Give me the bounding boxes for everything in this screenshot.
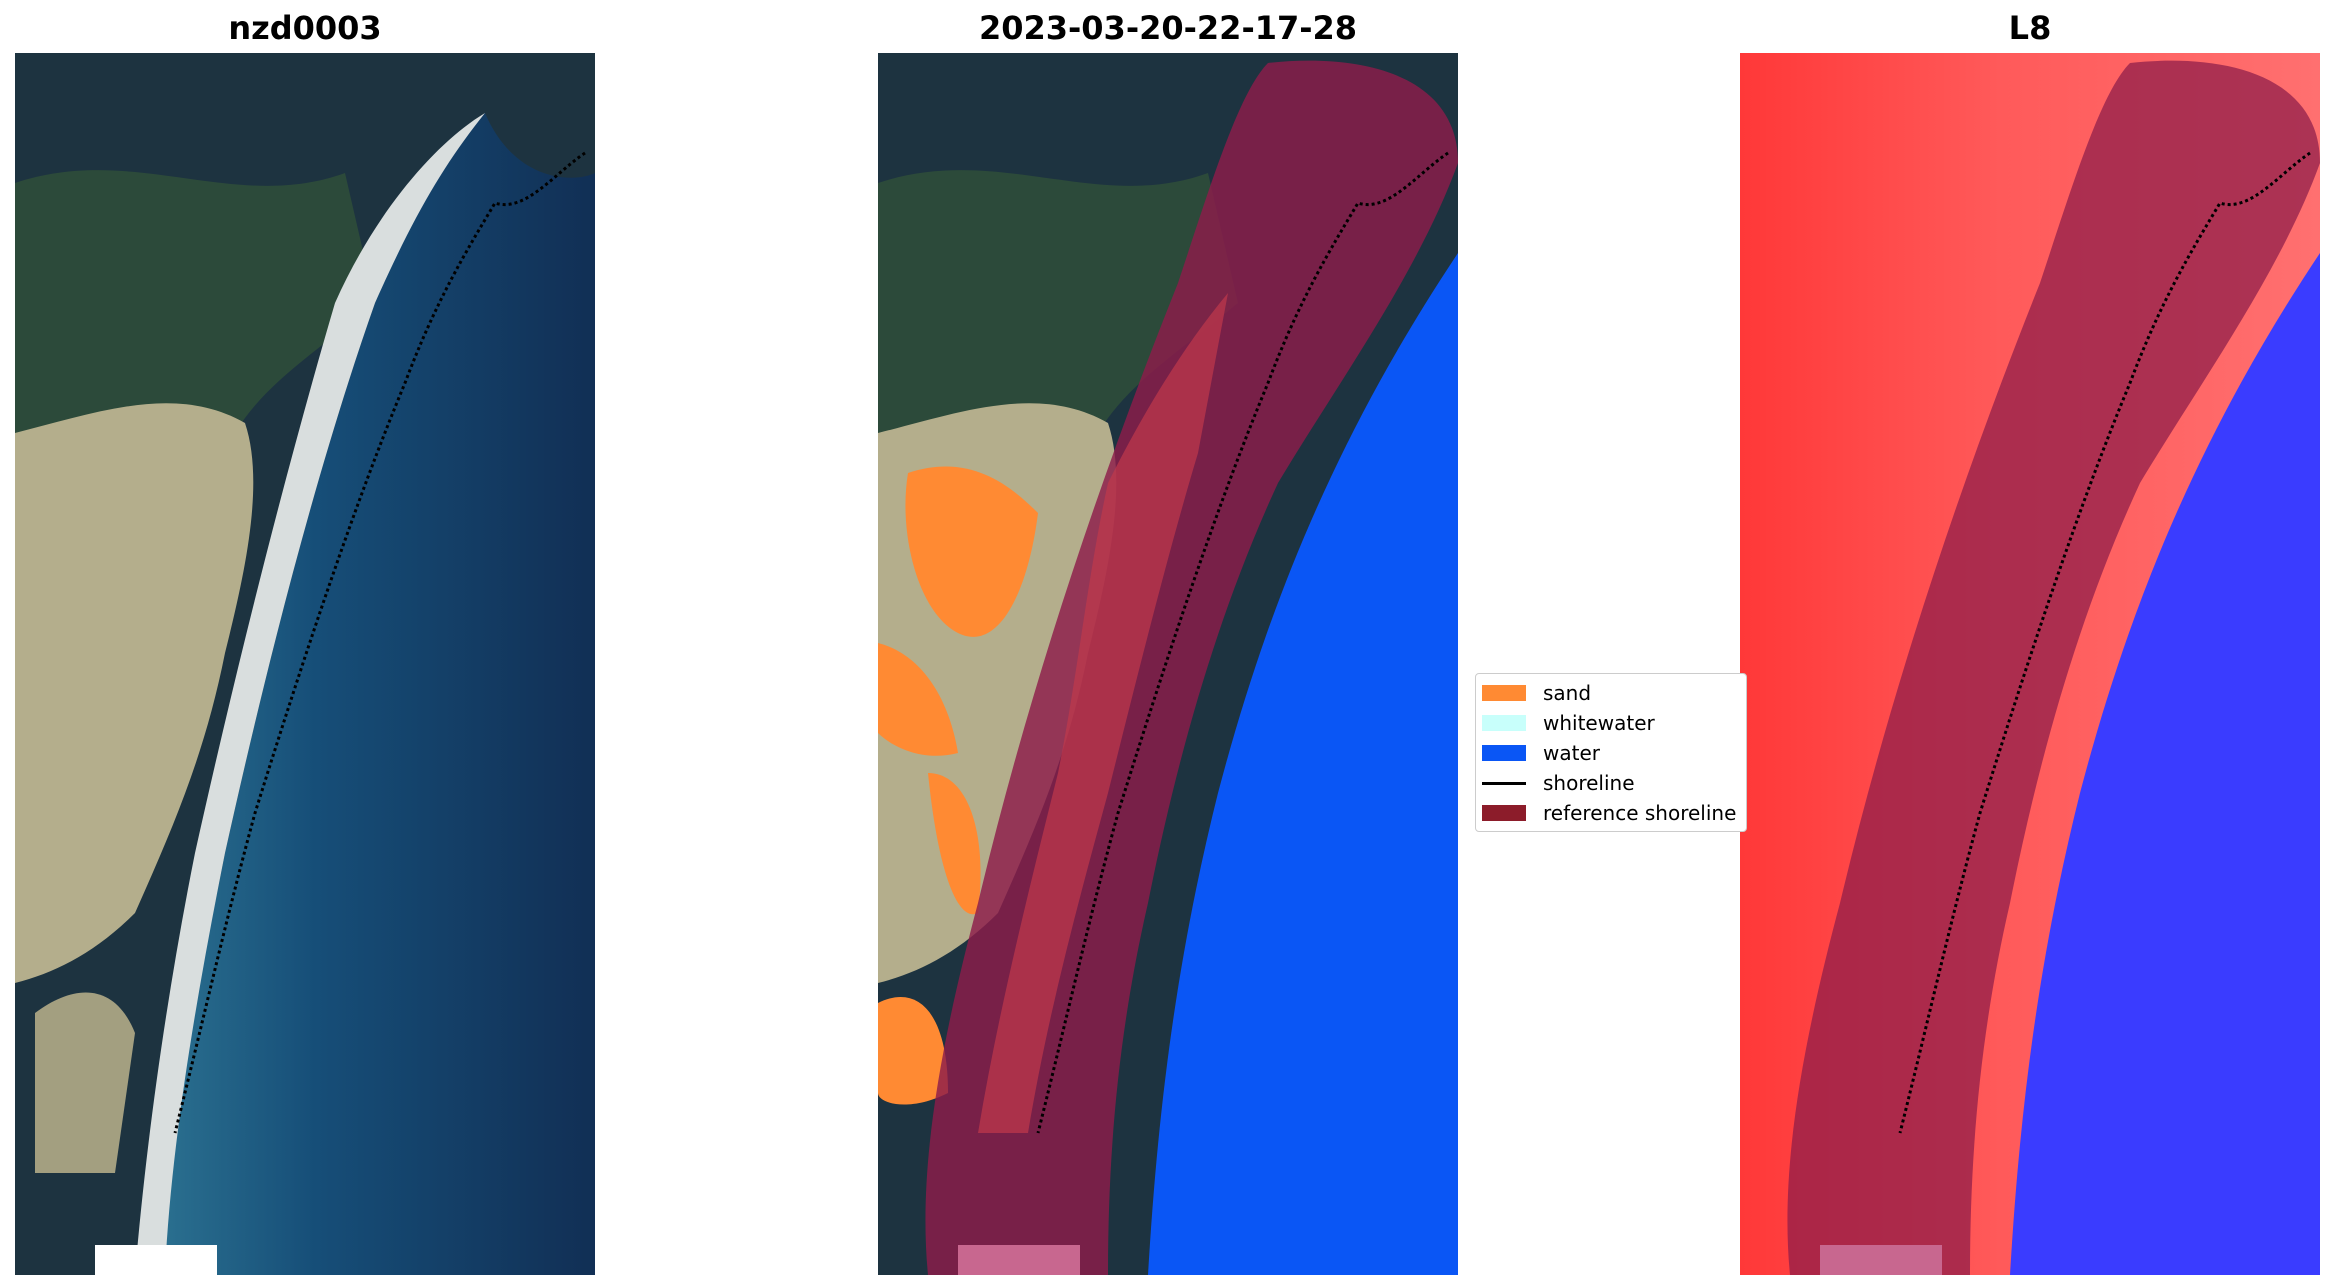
ocean-area [165,113,595,1275]
rgb-satellite-image [15,53,595,1275]
no-data-patch [95,1245,217,1275]
panel-title-index: L8 [2008,9,2052,47]
dune-sand-area [15,403,254,983]
legend-label-reference-shoreline: reference shoreline [1543,801,1737,825]
water-class [1148,253,1458,1275]
legend-swatch-whitewater [1482,715,1526,731]
panel-title-classification: 2023-03-20-22-17-28 [978,9,1358,47]
classification-image [878,53,1458,1275]
sand-class [905,466,1038,637]
legend-item-sand: sand [1482,680,1591,706]
legend-item-reference-shoreline: reference shoreline [1482,800,1736,826]
water-index-area [2010,253,2320,1275]
legend-swatch-water [1482,745,1526,761]
legend-line-shoreline [1482,781,1526,785]
legend: sand whitewater water shoreline referenc… [1475,673,1747,832]
classification-panel [878,53,1458,1275]
beach-strip [135,113,485,1275]
legend-item-whitewater: whitewater [1482,710,1655,736]
index-image [1740,53,2320,1275]
legend-label-whitewater: whitewater [1543,711,1655,735]
no-data-patch [1820,1245,1942,1275]
legend-label-water: water [1543,741,1600,765]
legend-item-water: water [1482,740,1600,766]
vegetation-area [15,170,375,443]
legend-swatch-sand [1482,685,1526,701]
legend-label-sand: sand [1543,681,1592,705]
index-panel [1740,53,2320,1275]
legend-item-shoreline: shoreline [1482,770,1635,796]
rgb-image-panel [15,53,595,1275]
no-data-patch [958,1245,1080,1275]
panel-title-rgb: nzd0003 [228,9,382,47]
reference-shoreline-buffer [1787,60,2320,1275]
legend-label-shoreline: shoreline [1543,771,1635,795]
legend-swatch-reference-shoreline [1482,805,1526,821]
